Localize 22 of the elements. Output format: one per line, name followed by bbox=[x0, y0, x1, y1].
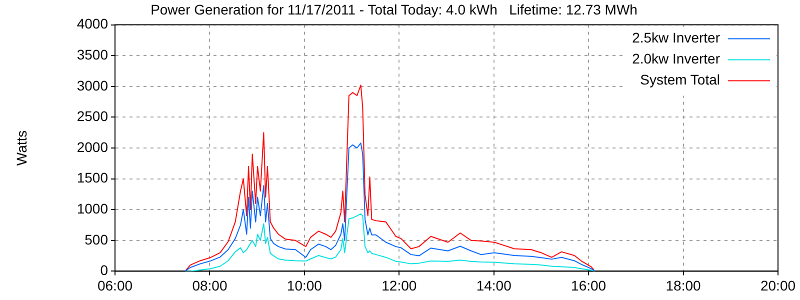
x-tick-label: 10:00 bbox=[286, 277, 322, 294]
y-axis-title: Watts bbox=[13, 130, 30, 166]
y-tick-label: 3500 bbox=[76, 46, 108, 62]
chart-title: Power Generation for 11/17/2011 - Total Today: 4.0 kWh Lifetime: 12.73 MWh bbox=[150, 1, 638, 18]
x-tick-label: 20:00 bbox=[760, 277, 796, 294]
x-tick-label: 12:00 bbox=[382, 277, 417, 294]
y-tick-label: 1500 bbox=[76, 170, 108, 186]
x-tick-label: 14:00 bbox=[476, 277, 512, 294]
x-tick-label: 06:00 bbox=[97, 277, 133, 294]
y-tick-label: 2500 bbox=[76, 108, 108, 124]
y-tick-label: 1000 bbox=[76, 200, 108, 216]
y-tick-label: 2000 bbox=[76, 138, 108, 155]
x-tick-label: 16:00 bbox=[571, 277, 606, 294]
x-tick-label: 08:00 bbox=[192, 277, 228, 294]
legend-label: 2.0kw Inverter bbox=[632, 50, 720, 67]
legend-label: 2.5kw Inverter bbox=[632, 30, 720, 46]
x-tick-label: 18:00 bbox=[666, 277, 702, 294]
y-tick-label: 500 bbox=[84, 231, 108, 248]
y-tick-label: 3000 bbox=[76, 77, 108, 94]
legend-label: System Total bbox=[640, 72, 720, 88]
y-tick-label: 0 bbox=[100, 262, 108, 278]
y-tick-label: 4000 bbox=[76, 16, 108, 32]
